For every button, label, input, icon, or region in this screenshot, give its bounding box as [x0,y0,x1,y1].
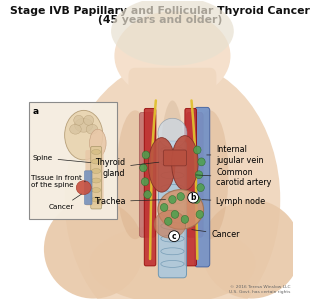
Ellipse shape [158,118,187,148]
Ellipse shape [111,0,234,66]
Text: b: b [190,193,196,202]
Ellipse shape [92,149,101,154]
Ellipse shape [194,146,201,154]
Ellipse shape [198,158,205,166]
Ellipse shape [164,218,172,225]
Text: (45 years and older): (45 years and older) [98,15,222,25]
Ellipse shape [191,110,228,239]
Text: Cancer: Cancer [192,230,240,239]
Ellipse shape [44,200,143,298]
Ellipse shape [75,118,93,132]
FancyBboxPatch shape [163,150,187,166]
Text: c: c [172,232,176,241]
Ellipse shape [202,200,301,298]
Ellipse shape [193,196,200,203]
Ellipse shape [65,110,103,160]
Text: Internal
jugular vein: Internal jugular vein [207,145,264,165]
Ellipse shape [76,181,91,195]
Text: Spine: Spine [32,155,91,163]
Text: Stage IVB Papillary and Follicular Thyroid Cancer: Stage IVB Papillary and Follicular Thyro… [10,6,310,16]
Ellipse shape [114,11,230,101]
Ellipse shape [86,124,98,134]
Ellipse shape [160,203,168,211]
Ellipse shape [141,178,149,186]
Ellipse shape [70,124,81,134]
FancyBboxPatch shape [84,171,92,205]
Ellipse shape [144,190,151,199]
Text: Common
carotid artery: Common carotid artery [196,168,272,188]
Text: a: a [32,107,38,116]
Text: Trachea: Trachea [94,197,165,206]
Ellipse shape [172,136,198,190]
Ellipse shape [92,188,101,193]
FancyBboxPatch shape [187,112,203,237]
Text: Tissue in front
of the spine: Tissue in front of the spine [31,175,85,188]
Ellipse shape [140,164,147,172]
FancyBboxPatch shape [195,107,210,267]
Ellipse shape [160,100,185,239]
FancyBboxPatch shape [139,112,156,237]
Text: © 2016 Teresa Winslow LLC
U.S. Govt. has certain rights: © 2016 Teresa Winslow LLC U.S. Govt. has… [229,285,290,294]
Ellipse shape [74,115,84,125]
Ellipse shape [154,210,186,238]
Ellipse shape [92,197,101,202]
FancyBboxPatch shape [185,108,196,266]
FancyBboxPatch shape [91,146,101,209]
Ellipse shape [92,159,101,164]
Ellipse shape [196,210,204,218]
Text: Thyroid
gland: Thyroid gland [95,158,159,178]
Ellipse shape [116,110,154,239]
FancyBboxPatch shape [129,68,216,183]
Ellipse shape [84,115,94,125]
FancyBboxPatch shape [144,108,156,266]
Ellipse shape [171,210,179,218]
Ellipse shape [158,190,204,229]
Ellipse shape [197,184,204,192]
Ellipse shape [195,171,203,179]
Ellipse shape [65,61,280,300]
Ellipse shape [92,178,101,183]
FancyBboxPatch shape [85,150,104,206]
Ellipse shape [181,215,188,223]
Text: Cancer: Cancer [49,194,81,211]
Ellipse shape [177,193,184,200]
Ellipse shape [169,196,176,203]
Ellipse shape [142,151,150,159]
Ellipse shape [148,138,175,192]
Ellipse shape [90,129,106,157]
Ellipse shape [92,169,101,173]
Ellipse shape [90,224,255,300]
Text: Lymph node: Lymph node [202,197,266,206]
FancyBboxPatch shape [29,102,117,219]
FancyBboxPatch shape [158,141,187,278]
